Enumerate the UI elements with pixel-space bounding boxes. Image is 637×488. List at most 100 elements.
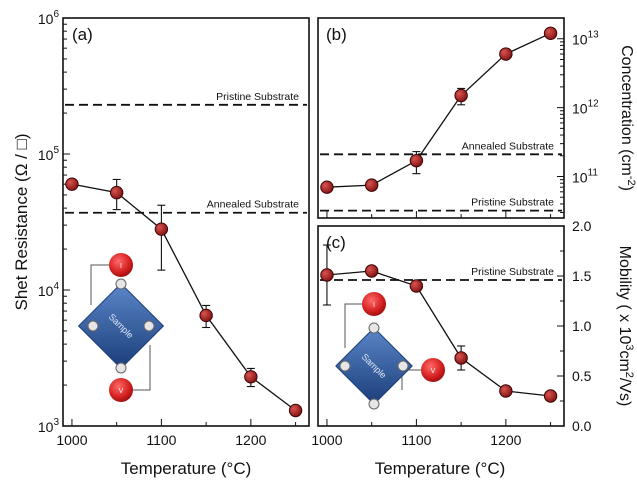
panel-b-series-line xyxy=(326,32,551,188)
panel-a-y-tick-exp-3: 6 xyxy=(53,9,59,20)
panel-b-data-point xyxy=(454,88,468,103)
panel-c-inset-meter-V xyxy=(421,358,445,382)
panel-a-y-tick-exp-2: 5 xyxy=(53,145,59,156)
panel-b-y-axis-label-main: Concentration (cm xyxy=(618,45,635,176)
panel-b-data-point xyxy=(543,26,558,40)
panel-c-x-tick-label-1: 1100 xyxy=(401,432,431,448)
panel-a-data-point xyxy=(65,177,79,191)
panel-a-inset-meter-label-I: I xyxy=(120,263,122,270)
panel-a-y-tick-base-0: 10 xyxy=(38,419,54,435)
panel-c-y-tick-label-2: 1.0 xyxy=(572,318,592,334)
panel-a-y-tick-exp-1: 4 xyxy=(53,281,59,292)
panel-c-y-ticks: 0.0 0.5 1.0 1.5 2.0 xyxy=(557,218,592,434)
panel-a-x-tick-label-2: 1200 xyxy=(235,432,266,448)
panel-b-frame xyxy=(317,17,565,219)
panel-a-reference-lines: Pristine Substrate Annealed Substrate xyxy=(65,91,307,214)
panel-c-label: (c) xyxy=(326,233,346,252)
panel-c-data-point xyxy=(409,279,424,293)
panel-a-y-tick-base-1: 10 xyxy=(38,283,54,299)
panel-b-y-tick-label-2: 1013 xyxy=(572,30,599,48)
panel-a-inset-contact-0 xyxy=(115,278,127,290)
panel-a-data-point xyxy=(154,222,169,236)
panel-c-inset-contact-3 xyxy=(368,398,380,410)
panel-c-y-axis-label-mid: cm xyxy=(616,350,633,371)
panel-c-y-axis-label: Mobility ( x 103cm2/Vs) xyxy=(616,246,635,407)
panel-c-y-tick-label-1: 0.5 xyxy=(572,368,592,384)
panel-c-inset-contact-2 xyxy=(397,360,409,372)
panel-b-reference-lines: Annealed Substrate Pristine Substrate xyxy=(320,140,562,212)
panel-a-label: (a) xyxy=(72,25,93,44)
panel-c-series xyxy=(320,244,558,403)
panel-a-y-tick-base-2: 10 xyxy=(38,147,54,163)
panel-c-inset-meter-I xyxy=(362,292,386,316)
panel-b-y-tick-exp-0: 11 xyxy=(588,168,599,179)
panel-a-inset-contact-3 xyxy=(115,362,127,374)
panel-a-inset-contact-1 xyxy=(87,320,99,332)
panel-b-ref-label-0: Annealed Substrate xyxy=(462,140,554,152)
panel-b-y-tick-exp-1: 12 xyxy=(588,99,600,110)
panel-b-data-point xyxy=(499,47,513,61)
panel-b-y-tick-base-2: 10 xyxy=(572,32,588,48)
panel-c-series-line xyxy=(326,270,551,397)
panel-c-x-tick-label-2: 1200 xyxy=(490,432,521,448)
panel-c: (c) Pristine Substrate 0.0 0.5 1.0 1.5 2.0 1… xyxy=(311,218,635,478)
panel-c-y-axis-label-sup: 3 xyxy=(623,344,635,350)
panel-c-x-axis-label: Temperature (°C) xyxy=(375,459,506,478)
panel-a-y-tick-label-0: 103 xyxy=(38,417,60,435)
panel-b-y-axis-label-end: ) xyxy=(618,186,635,191)
panel-c-x-ticks: 1000 1100 1200 xyxy=(311,419,552,448)
panel-b-series xyxy=(320,26,558,194)
panel-c-inset-meter-label-V: V xyxy=(431,368,436,375)
panel-a-inset-sample-square xyxy=(77,282,165,370)
panel-c-reference-lines: Pristine Substrate xyxy=(320,266,562,281)
panel-c-inset-meter-label-I: I xyxy=(373,302,375,309)
panel-b-y-tick-exp-2: 13 xyxy=(588,30,600,41)
panel-b-y-axis-label-sup: -2 xyxy=(625,176,637,186)
panel-a-data-point xyxy=(288,403,303,418)
panel-a-inset-meter-V xyxy=(109,378,133,402)
panel-a-y-tick-exp-0: 3 xyxy=(53,417,59,428)
panel-a-y-tick-label-1: 104 xyxy=(38,281,60,299)
panel-c-y-tick-label-4: 2.0 xyxy=(572,218,592,234)
panel-c-y-tick-label-3: 1.5 xyxy=(572,268,592,284)
panel-a-inset-contact-2 xyxy=(143,320,155,332)
panel-c-data-point xyxy=(499,384,513,398)
panel-b: (b) Annealed Substrate Pristine Substrate… xyxy=(317,17,637,219)
panel-c-y-axis-label-main: Mobility ( x 10 xyxy=(616,246,633,345)
panel-a-ref-label-1: Annealed Substrate xyxy=(207,199,299,211)
panel-a-inset-meter-I xyxy=(109,253,133,277)
panel-c-inset-sample-square xyxy=(335,327,413,405)
panel-a-x-tick-label-0: 1000 xyxy=(56,432,87,448)
panel-b-ref-label-1: Pristine Substrate xyxy=(471,197,554,209)
panel-a-data-point xyxy=(199,308,213,323)
panel-a-y-tick-base-3: 10 xyxy=(38,11,54,27)
panel-c-data-point xyxy=(320,268,334,282)
panel-c-y-tick-label-0: 0.0 xyxy=(572,418,592,434)
panel-a-series xyxy=(65,177,303,418)
panel-b-label: (b) xyxy=(326,25,347,44)
panel-c-ref-label-0: Pristine Substrate xyxy=(471,266,554,278)
panel-b-data-point xyxy=(320,180,334,194)
panel-a-y-tick-label-3: 106 xyxy=(38,9,60,27)
panel-a-ref-label-0: Pristine Substrate xyxy=(216,91,299,103)
panel-b-y-tick-label-1: 1012 xyxy=(572,99,599,117)
panel-b-y-tick-base-0: 10 xyxy=(572,170,588,186)
panel-c-y-axis-label-sup2: 2 xyxy=(623,372,635,378)
panel-c-inset-contact-0 xyxy=(368,322,380,334)
panel-b-y-tick-label-0: 1011 xyxy=(572,168,598,186)
panel-a-data-point xyxy=(109,185,124,200)
panel-a-series-line xyxy=(71,183,296,412)
panel-c-data-point xyxy=(454,351,468,365)
panel-a-x-tick-label-1: 1100 xyxy=(146,432,176,448)
panel-b-data-point xyxy=(409,153,424,168)
panel-a: (a) Pristine Substrate Annealed Substrate… xyxy=(12,9,310,478)
panel-c-data-point xyxy=(364,264,379,278)
panel-a-frame xyxy=(62,17,310,427)
panel-a-y-tick-label-2: 105 xyxy=(38,145,60,163)
